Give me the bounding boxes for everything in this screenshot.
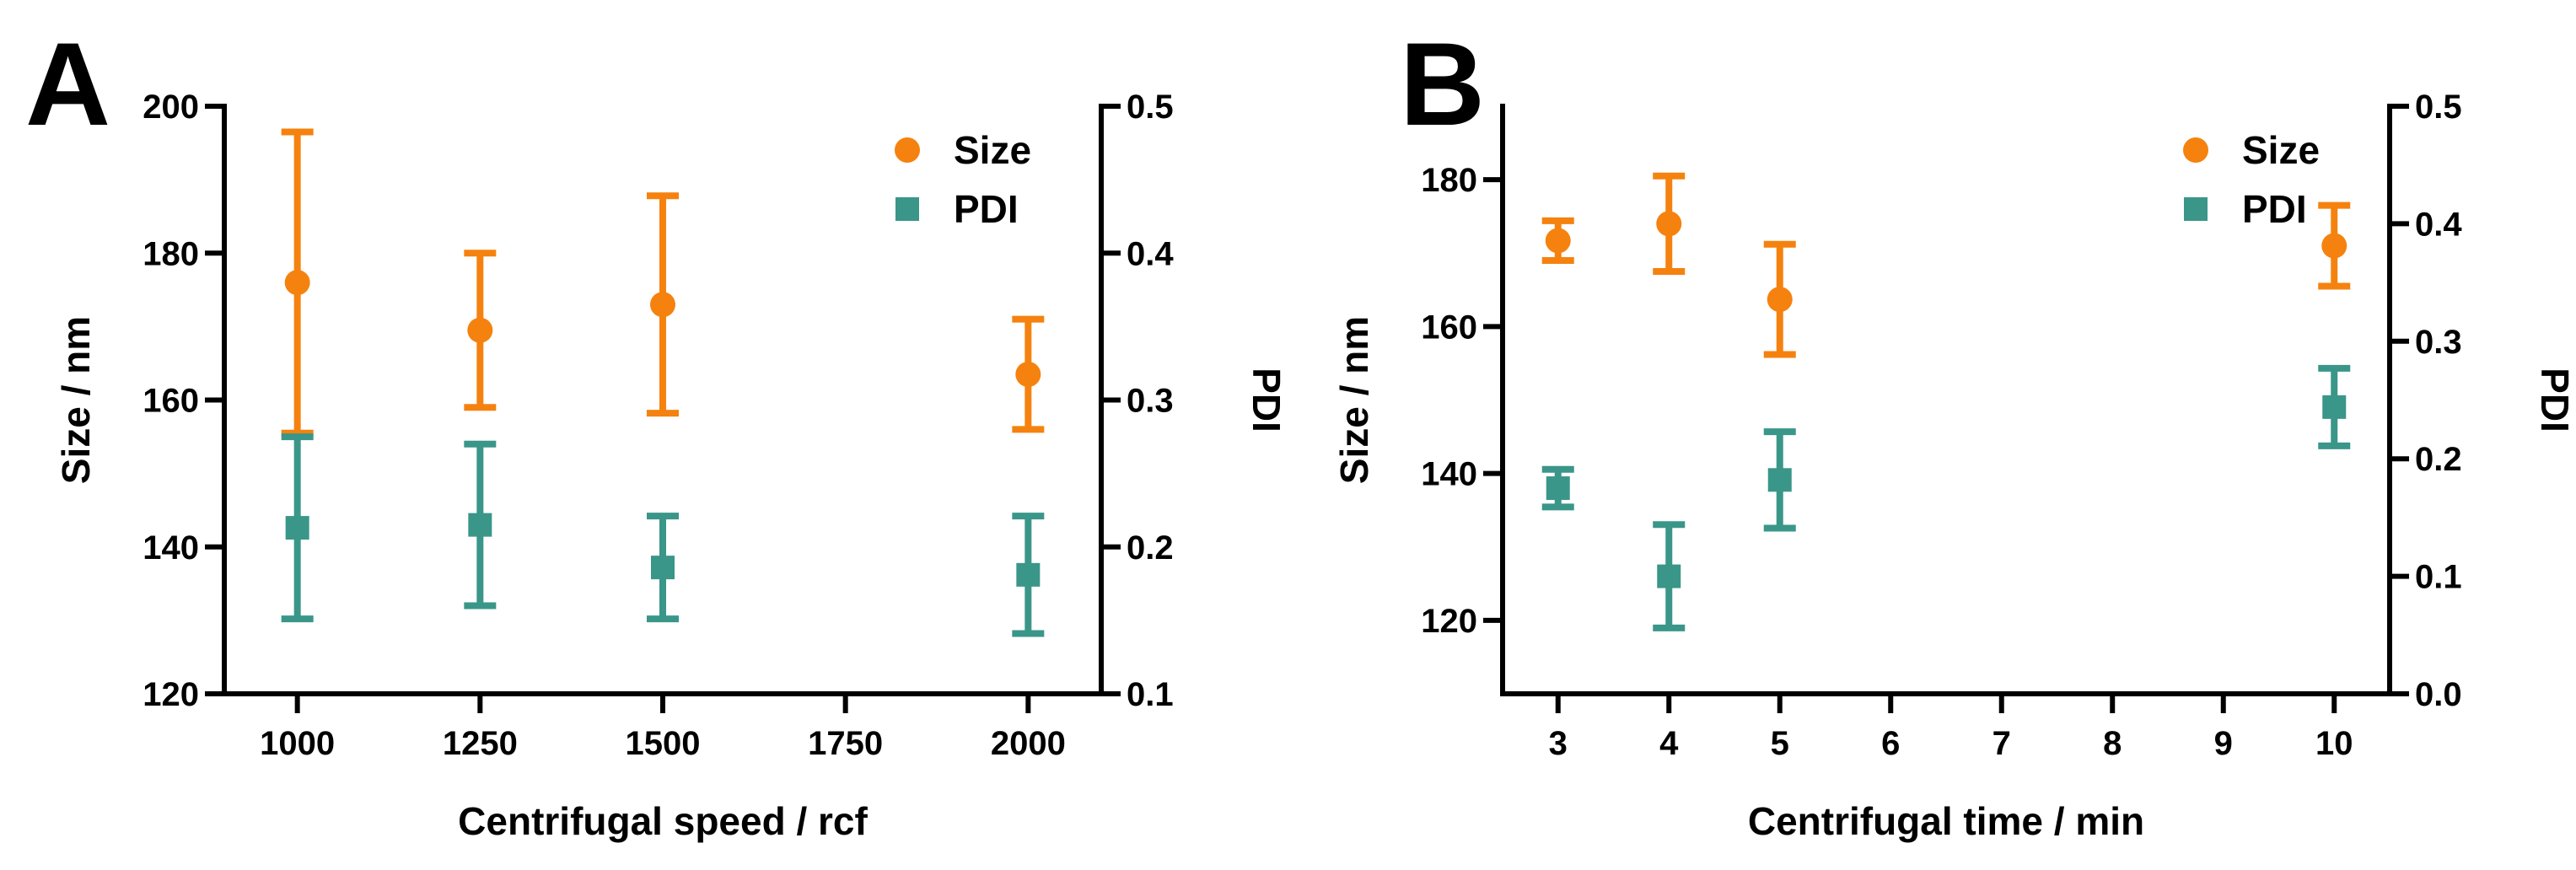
y-axis-title: Size / nm — [1332, 316, 1376, 484]
y-tick-label: 180 — [143, 235, 199, 272]
y-tick-label: 120 — [1421, 603, 1477, 640]
x-tick-label: 1750 — [808, 725, 883, 762]
y-tick-label: 160 — [1421, 309, 1477, 346]
size-point — [1545, 228, 1571, 254]
legend-size-label: Size — [2242, 128, 2320, 172]
size-point — [284, 270, 310, 296]
size-point — [467, 317, 493, 343]
panel-b-letter: B — [1400, 18, 1485, 150]
y2-axis-title: PDI — [1245, 368, 1288, 432]
panel-b: B 120 140 160 180 0.0 0.1 0.2 0.3 0.4 0.5 3 4 5 6 7 8 9 1… — [1332, 18, 2576, 843]
y-tick-label: 140 — [1421, 456, 1477, 493]
panel-a: A 120 140 160 180 200 0.1 0.2 0.3 0.4 0.5 1000 1250… — [25, 18, 1288, 843]
y2-tick-label: 0.2 — [2415, 441, 2462, 478]
y2-axis-title: PDI — [2533, 368, 2576, 432]
pdi-point — [651, 556, 675, 580]
size-point — [2321, 233, 2347, 259]
x-axis-title: Centrifugal speed / rcf — [458, 799, 868, 843]
legend-pdi-label: PDI — [2242, 187, 2307, 231]
y2-tick-label: 0.3 — [2415, 324, 2462, 361]
pdi-point — [2322, 395, 2347, 419]
x-tick-label: 5 — [1771, 725, 1789, 762]
size-point — [650, 292, 675, 318]
x-tick-label: 3 — [1549, 725, 1568, 762]
y-tick-label: 180 — [1421, 162, 1477, 199]
y2-tick-label: 0.4 — [1127, 235, 1174, 272]
pdi-point — [1546, 476, 1570, 501]
y2-tick-label: 0.1 — [2415, 559, 2462, 596]
y2-tick-label: 0.2 — [1127, 529, 1174, 567]
pdi-point — [1657, 564, 1681, 588]
y2-tick-label: 0.4 — [2415, 206, 2462, 243]
x-tick-label: 9 — [2214, 725, 2233, 762]
x-tick-label: 1500 — [626, 725, 701, 762]
y2-tick-label: 0.5 — [1127, 89, 1174, 126]
legend-size-label: Size — [954, 128, 1031, 172]
x-tick-label: 1250 — [443, 725, 518, 762]
y2-tick-label: 0.5 — [2415, 89, 2462, 126]
size-point — [1656, 211, 1682, 237]
pdi-point — [1016, 562, 1041, 587]
y-tick-label: 160 — [143, 383, 199, 420]
x-axis-title: Centrifugal time / min — [1748, 799, 2144, 843]
y-axis-title: Size / nm — [54, 316, 98, 484]
y2-tick-label: 0.0 — [2415, 676, 2462, 713]
x-tick-label: 2000 — [991, 725, 1066, 762]
size-point — [1767, 287, 1793, 313]
legend-pdi-marker — [895, 197, 919, 221]
pdi-point — [468, 513, 492, 537]
pdi-point — [1767, 468, 1792, 492]
panel-a-letter: A — [25, 18, 110, 150]
pdi-point — [285, 516, 309, 540]
y2-tick-label: 0.1 — [1127, 676, 1174, 713]
x-tick-label: 10 — [2315, 725, 2353, 762]
legend-size-marker — [2183, 137, 2208, 163]
y-tick-label: 120 — [143, 676, 199, 713]
x-tick-label: 6 — [1881, 725, 1900, 762]
x-tick-label: 4 — [1659, 725, 1679, 762]
legend-pdi-label: PDI — [954, 187, 1019, 231]
y-tick-label: 140 — [143, 529, 199, 567]
legend-pdi-marker — [2184, 197, 2208, 221]
x-tick-label: 1000 — [260, 725, 335, 762]
legend-size-marker — [895, 137, 920, 163]
y-tick-label: 200 — [143, 89, 199, 126]
x-tick-label: 7 — [1993, 725, 2011, 762]
size-point — [1015, 362, 1041, 388]
y2-tick-label: 0.3 — [1127, 383, 1174, 420]
x-tick-label: 8 — [2103, 725, 2122, 762]
